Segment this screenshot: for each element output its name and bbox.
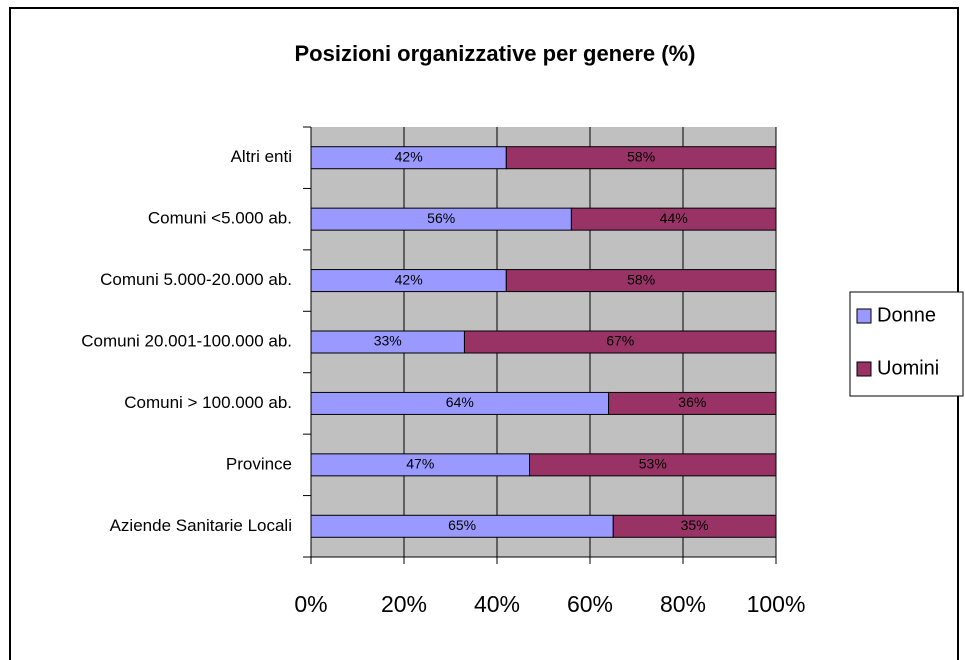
value-label: 64%	[446, 394, 474, 410]
value-label: 53%	[639, 456, 667, 472]
y-tick-label: Aziende Sanitarie Locali	[110, 516, 292, 535]
legend-label: Uomini	[877, 357, 939, 379]
bar-segment	[463, 330, 777, 354]
value-label: 33%	[374, 333, 402, 349]
y-tick-label: Comuni 5.000-20.000 ab.	[100, 270, 292, 289]
legend-swatch	[856, 308, 872, 324]
value-label: 42%	[395, 148, 423, 164]
x-tick-label: 60%	[567, 591, 613, 617]
x-tick-label: 40%	[474, 591, 520, 617]
bar-segment	[570, 207, 777, 231]
bar-segment	[608, 391, 777, 415]
bar-segment	[505, 146, 777, 170]
value-label: 67%	[606, 333, 634, 349]
value-label: 36%	[678, 394, 706, 410]
y-tick-label: Comuni > 100.000 ab.	[124, 393, 292, 412]
value-label: 44%	[660, 210, 688, 226]
y-tick-label: Comuni 20.001-100.000 ab.	[81, 331, 292, 350]
value-label: 58%	[627, 148, 655, 164]
bar-segment	[505, 269, 777, 293]
value-label: 65%	[448, 517, 476, 533]
bar-segment	[612, 514, 777, 538]
x-tick-label: 80%	[660, 591, 706, 617]
y-tick-label: Altri enti	[231, 147, 292, 166]
x-tick-label: 100%	[747, 591, 806, 617]
value-label: 47%	[406, 456, 434, 472]
chart-title: Posizioni organizzative per genere (%)	[295, 41, 696, 66]
x-tick-label: 20%	[381, 591, 427, 617]
value-label: 58%	[627, 271, 655, 287]
legend-label: Donne	[877, 304, 936, 326]
y-tick-label: Comuni <5.000 ab.	[148, 209, 292, 228]
legend-swatch	[856, 361, 872, 377]
value-label: 35%	[681, 517, 709, 533]
value-label: 56%	[427, 210, 455, 226]
x-tick-label: 0%	[294, 591, 327, 617]
y-tick-label: Province	[226, 454, 292, 473]
value-label: 42%	[395, 271, 423, 287]
bar-segment	[529, 453, 777, 477]
